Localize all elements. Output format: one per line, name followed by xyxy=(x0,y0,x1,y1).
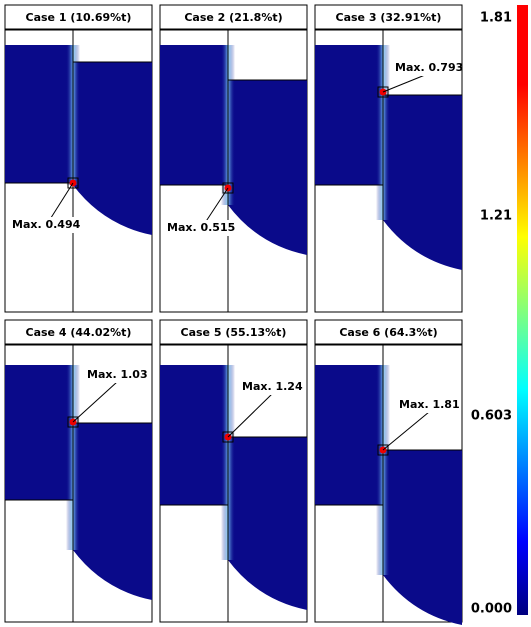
max-label: Max. 1.03 xyxy=(87,368,148,381)
panel-title: Case 5 (55.13%t) xyxy=(181,326,287,339)
left-solid xyxy=(5,365,73,500)
panel-title: Case 1 (10.69%t) xyxy=(26,11,132,24)
left-solid xyxy=(160,365,228,505)
max-label: Max. 0.793 xyxy=(395,61,463,74)
panel-title: Case 3 (32.91%t) xyxy=(336,11,442,24)
panel-title: Case 4 (44.02%t) xyxy=(26,326,132,339)
max-label: Max. 1.24 xyxy=(242,380,303,393)
colorbar xyxy=(517,5,528,615)
colorbar-tick-label: 0.000 xyxy=(471,602,512,617)
max-label: Max. 1.81 xyxy=(399,398,460,411)
colorbar-tick-label: 1.21 xyxy=(480,208,512,223)
left-solid xyxy=(315,365,383,505)
colorbar-tick-label: 1.81 xyxy=(480,11,512,26)
left-solid xyxy=(315,45,383,185)
panel-title: Case 6 (64.3%t) xyxy=(339,326,437,339)
colorbar-tick-label: 0.603 xyxy=(471,409,512,424)
max-label: Max. 0.515 xyxy=(167,221,235,234)
figure: Case 1 (10.69%t) Max. 0.494 Case 2 (21.8%t… xyxy=(0,0,531,627)
max-label: Max. 0.494 xyxy=(12,218,81,231)
left-solid xyxy=(5,45,73,183)
panel-title: Case 2 (21.8%t) xyxy=(184,11,282,24)
left-solid xyxy=(160,45,228,185)
